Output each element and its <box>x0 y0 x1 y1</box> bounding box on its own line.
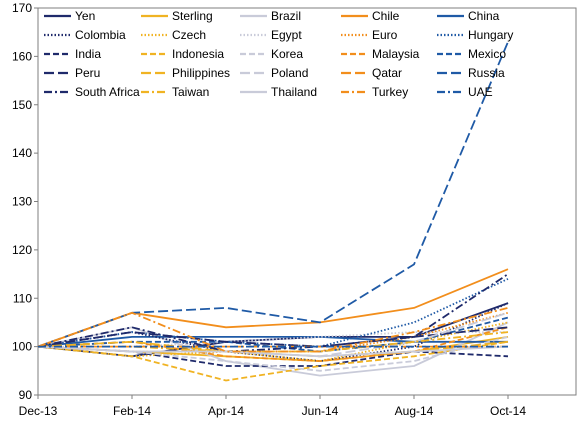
legend-label: Brazil <box>271 9 301 23</box>
legend-label: Indonesia <box>172 47 224 61</box>
series-lines <box>37 41 509 382</box>
legend-label: Colombia <box>75 28 126 42</box>
series-line-russia <box>37 41 509 348</box>
legend-label: UAE <box>468 85 493 99</box>
legend-label: Korea <box>271 47 303 61</box>
y-tick-label: 90 <box>19 388 33 402</box>
legend-label: South Africa <box>75 85 140 99</box>
legend-label: Euro <box>372 28 398 42</box>
legend-label: Yen <box>75 9 95 23</box>
legend-label: Thailand <box>271 85 317 99</box>
series-line-thailand <box>37 345 509 358</box>
y-tick-label: 130 <box>12 195 32 209</box>
legend-label: Qatar <box>372 66 402 80</box>
y-tick-label: 140 <box>12 146 32 160</box>
legend: Yen Sterling Brazil Chile China Colombia Czech… <box>44 9 513 99</box>
series-line-turkey <box>37 307 509 353</box>
legend-label: Chile <box>372 9 400 23</box>
y-tick-label: 100 <box>12 340 32 354</box>
x-tick-label: Jun-14 <box>302 404 339 418</box>
x-axis: Dec-13 Feb-14 Apr-14 Jun-14 Aug-14 Oct-14 <box>19 395 526 418</box>
x-tick-label: Aug-14 <box>395 404 434 418</box>
legend-label: China <box>468 9 500 23</box>
series-line-malaysia <box>37 326 509 363</box>
legend-label: Sterling <box>172 9 213 23</box>
legend-label: Poland <box>271 66 308 80</box>
legend-label: Turkey <box>372 85 408 99</box>
legend-label: Mexico <box>468 47 506 61</box>
series-line-south-africa <box>37 273 509 353</box>
series-line-taiwan <box>38 331 509 353</box>
legend-label: Peru <box>75 66 100 80</box>
legend-label: Egypt <box>271 28 302 42</box>
series-line-peru <box>37 326 509 348</box>
y-tick-label: 120 <box>12 243 32 257</box>
legend-label: Hungary <box>468 28 513 42</box>
y-axis: 90 100 110 120 130 140 150 160 170 <box>12 1 38 402</box>
series-line-czech <box>37 321 509 363</box>
y-tick-label: 110 <box>13 291 32 305</box>
y-tick-label: 170 <box>12 1 32 15</box>
legend-label: Russia <box>468 66 505 80</box>
series-line-china <box>37 335 508 348</box>
x-tick-label: Oct-14 <box>490 404 526 418</box>
y-tick-label: 160 <box>12 49 32 63</box>
legend-label: India <box>75 47 101 61</box>
x-tick-label: Apr-14 <box>208 404 244 418</box>
series-line-indonesia <box>37 340 509 382</box>
x-tick-label: Dec-13 <box>19 404 58 418</box>
legend-label: Philippines <box>172 66 230 80</box>
legend-label: Malaysia <box>372 47 420 61</box>
legend-label: Czech <box>172 28 206 42</box>
series-line-korea <box>37 336 509 372</box>
x-tick-label: Feb-14 <box>113 404 151 418</box>
y-tick-label: 150 <box>12 98 32 112</box>
series-line-brazil <box>37 321 509 377</box>
legend-label: Taiwan <box>172 85 209 99</box>
